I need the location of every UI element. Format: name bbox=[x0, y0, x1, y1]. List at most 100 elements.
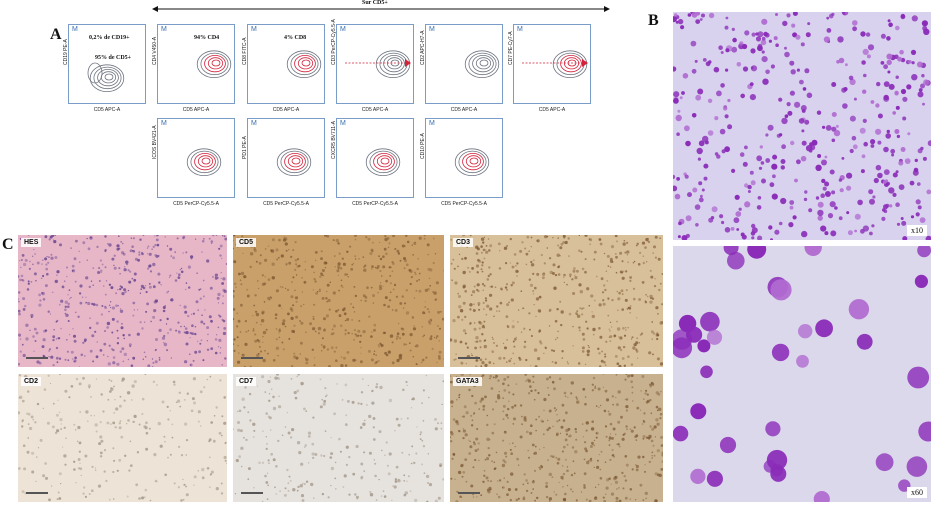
contour-line bbox=[365, 148, 401, 177]
y-axis-label: PD1 PE-A bbox=[242, 136, 248, 159]
tissue-texture bbox=[450, 374, 663, 502]
plot-cd2: M CD2 APC-H7-A CD5 APC-A bbox=[420, 24, 503, 113]
y-axis-label: CD8 FITC-A bbox=[242, 37, 248, 66]
panel-c-letter: C bbox=[2, 236, 14, 253]
gate-title: Sur CD5+ bbox=[360, 0, 390, 6]
contour-plot bbox=[87, 62, 125, 93]
x-axis-label: CD5 PerCP-Cy5.5-A bbox=[441, 201, 487, 207]
contour-line bbox=[211, 59, 221, 67]
contour-line bbox=[454, 148, 490, 177]
contour-line bbox=[373, 152, 395, 171]
contour-line bbox=[204, 55, 226, 73]
stain-label: CD5 bbox=[236, 238, 257, 247]
tissue-texture bbox=[18, 374, 227, 502]
stain-label: CD2 bbox=[21, 377, 42, 386]
contour-line bbox=[276, 148, 312, 177]
contour-line bbox=[375, 50, 411, 79]
contour-line bbox=[100, 71, 117, 84]
contour-line bbox=[462, 152, 484, 171]
gate-marker: M bbox=[161, 120, 167, 127]
contour-line bbox=[93, 66, 122, 90]
stain-label: GATA3 bbox=[453, 377, 482, 386]
x-axis-label: CD5 PerCP-Cy5.5-A bbox=[352, 201, 398, 207]
cells-high-magnification bbox=[673, 246, 931, 502]
contour-line bbox=[469, 157, 479, 165]
contour-line bbox=[297, 57, 314, 70]
contour-line bbox=[280, 150, 309, 174]
plot-cd19-cd5: M CD19 PE-A CD5 APC-A 0,2% de CD19+ 95% de C… bbox=[63, 24, 146, 113]
contour-line bbox=[472, 55, 494, 73]
gate-arrow bbox=[152, 6, 610, 12]
magnification-x10: x10 bbox=[907, 225, 927, 236]
contour-line bbox=[458, 150, 487, 174]
x-axis-label: CD5 APC-A bbox=[182, 107, 210, 113]
tissue-texture bbox=[18, 235, 227, 367]
contour-line bbox=[560, 55, 582, 73]
x-axis-label: CD5 APC-A bbox=[272, 107, 300, 113]
tissue-texture bbox=[450, 235, 663, 367]
histo-cd3: CD3 bbox=[450, 235, 663, 367]
plot-icos: M ICOS BV421-A CD5 PerCP-Cy5.5-A bbox=[152, 118, 235, 207]
y-axis-label: CD7 PE-Cy7-A bbox=[508, 31, 514, 65]
y-axis-label: CD3 PerCP-Cy5.5-A bbox=[331, 19, 337, 65]
plot-cd10: M CD10 PE-A CD5 PerCP-Cy5.5-A bbox=[420, 118, 503, 207]
percent-label: 0,2% de CD19+ bbox=[89, 35, 130, 41]
stain-label: CD3 bbox=[453, 238, 474, 247]
contour-line bbox=[291, 157, 301, 165]
contour-plot bbox=[276, 148, 312, 177]
contour-line bbox=[287, 155, 304, 168]
plot-pd1: M PD1 PE-A CD5 PerCP-Cy5.5-A bbox=[242, 118, 325, 207]
contour-plot bbox=[196, 50, 232, 79]
histo-cd5: CD5 bbox=[233, 235, 444, 367]
gate-marker: M bbox=[340, 120, 346, 127]
cells-low-magnification bbox=[673, 12, 931, 240]
x-axis-label: CD5 APC-A bbox=[361, 107, 389, 113]
contour-line bbox=[468, 52, 497, 76]
contour-line bbox=[190, 150, 219, 174]
gate-marker: M bbox=[251, 26, 257, 33]
tissue-texture bbox=[233, 374, 444, 502]
x-axis-label: CD5 APC-A bbox=[538, 107, 566, 113]
stain-label: HES bbox=[21, 238, 42, 247]
contour-line bbox=[301, 59, 311, 67]
gate-marker: M bbox=[161, 26, 167, 33]
contour-line bbox=[479, 59, 489, 67]
tissue-texture bbox=[233, 235, 444, 367]
arrow-icon bbox=[405, 59, 411, 67]
contour-plot bbox=[454, 148, 490, 177]
y-axis-label: CD2 APC-H7-A bbox=[420, 30, 426, 65]
contour-plot bbox=[365, 148, 401, 177]
contour-line bbox=[196, 50, 232, 79]
x-axis-label: CD5 PerCP-Cy5.5-A bbox=[263, 201, 309, 207]
contour-line bbox=[286, 50, 322, 79]
y-axis-label: CD4 V450-A bbox=[152, 36, 158, 65]
plot-cd8: M CD8 FITC-A CD5 APC-A 4% CD8 bbox=[242, 24, 325, 113]
contour-line bbox=[197, 155, 214, 168]
gate-marker: M bbox=[517, 26, 523, 33]
contour-plot bbox=[286, 50, 322, 79]
contour-line bbox=[294, 55, 316, 73]
percent-label: 94% CD4 bbox=[194, 35, 220, 41]
contour-line bbox=[89, 64, 125, 93]
gate-marker: M bbox=[340, 26, 346, 33]
y-axis-label: ICOS BV421-A bbox=[152, 125, 158, 159]
histo-cd7: CD7 bbox=[233, 374, 444, 502]
contour-line bbox=[284, 152, 306, 171]
contour-line bbox=[383, 55, 405, 73]
magnification-x60: x60 bbox=[907, 487, 927, 498]
contour-line bbox=[201, 157, 211, 165]
contour-line bbox=[475, 57, 492, 70]
plot-cd3: M CD3 PerCP-Cy5.5-A CD5 APC-A bbox=[331, 19, 414, 113]
scale-bar bbox=[241, 357, 263, 359]
gate-marker: M bbox=[251, 120, 257, 127]
micrograph-x60: x60 bbox=[673, 246, 931, 502]
x-axis-label: CD5 APC-A bbox=[450, 107, 478, 113]
plot-cd4: M CD4 V450-A CD5 APC-A 94% CD4 bbox=[152, 24, 235, 113]
contour-line bbox=[290, 52, 319, 76]
contour-line bbox=[207, 57, 224, 70]
scale-bar bbox=[26, 492, 48, 494]
arrow-icon bbox=[582, 59, 588, 67]
y-axis-label: CD10 PE-A bbox=[420, 133, 426, 159]
contour-line bbox=[194, 152, 216, 171]
contour-line bbox=[369, 150, 398, 174]
